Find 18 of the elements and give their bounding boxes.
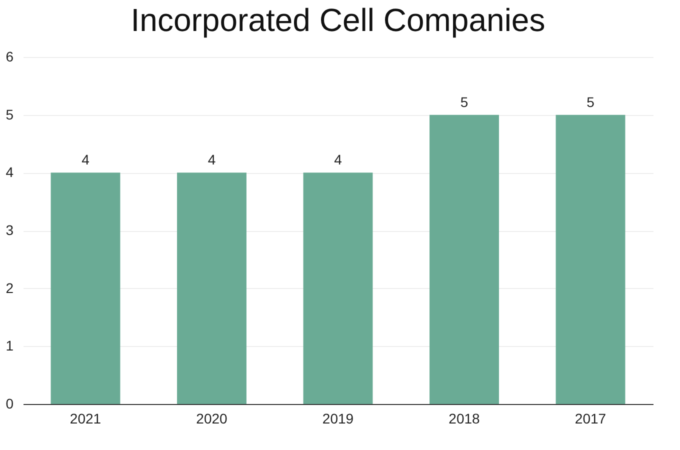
y-tick-label: 2: [6, 280, 14, 296]
chart-title: Incorporated Cell Companies: [130, 2, 546, 38]
y-tick-label: 0: [6, 396, 14, 412]
data-label: 4: [208, 152, 216, 168]
data-label: 5: [586, 94, 595, 110]
x-tick-label: 2021: [70, 410, 102, 426]
y-tick-label: 1: [6, 338, 14, 354]
y-tick-label: 3: [6, 222, 14, 238]
data-label: 5: [460, 94, 468, 110]
x-tick-label: 2018: [448, 410, 480, 426]
data-label: 4: [334, 152, 342, 168]
x-tick-label: 2019: [322, 410, 354, 426]
y-tick-label: 4: [6, 164, 14, 180]
y-tick-label: 6: [6, 48, 14, 64]
x-tick-label: 2020: [196, 410, 228, 426]
data-label: 4: [82, 152, 90, 168]
y-tick-label: 5: [6, 106, 14, 122]
x-tick-label: 2017: [574, 410, 606, 426]
